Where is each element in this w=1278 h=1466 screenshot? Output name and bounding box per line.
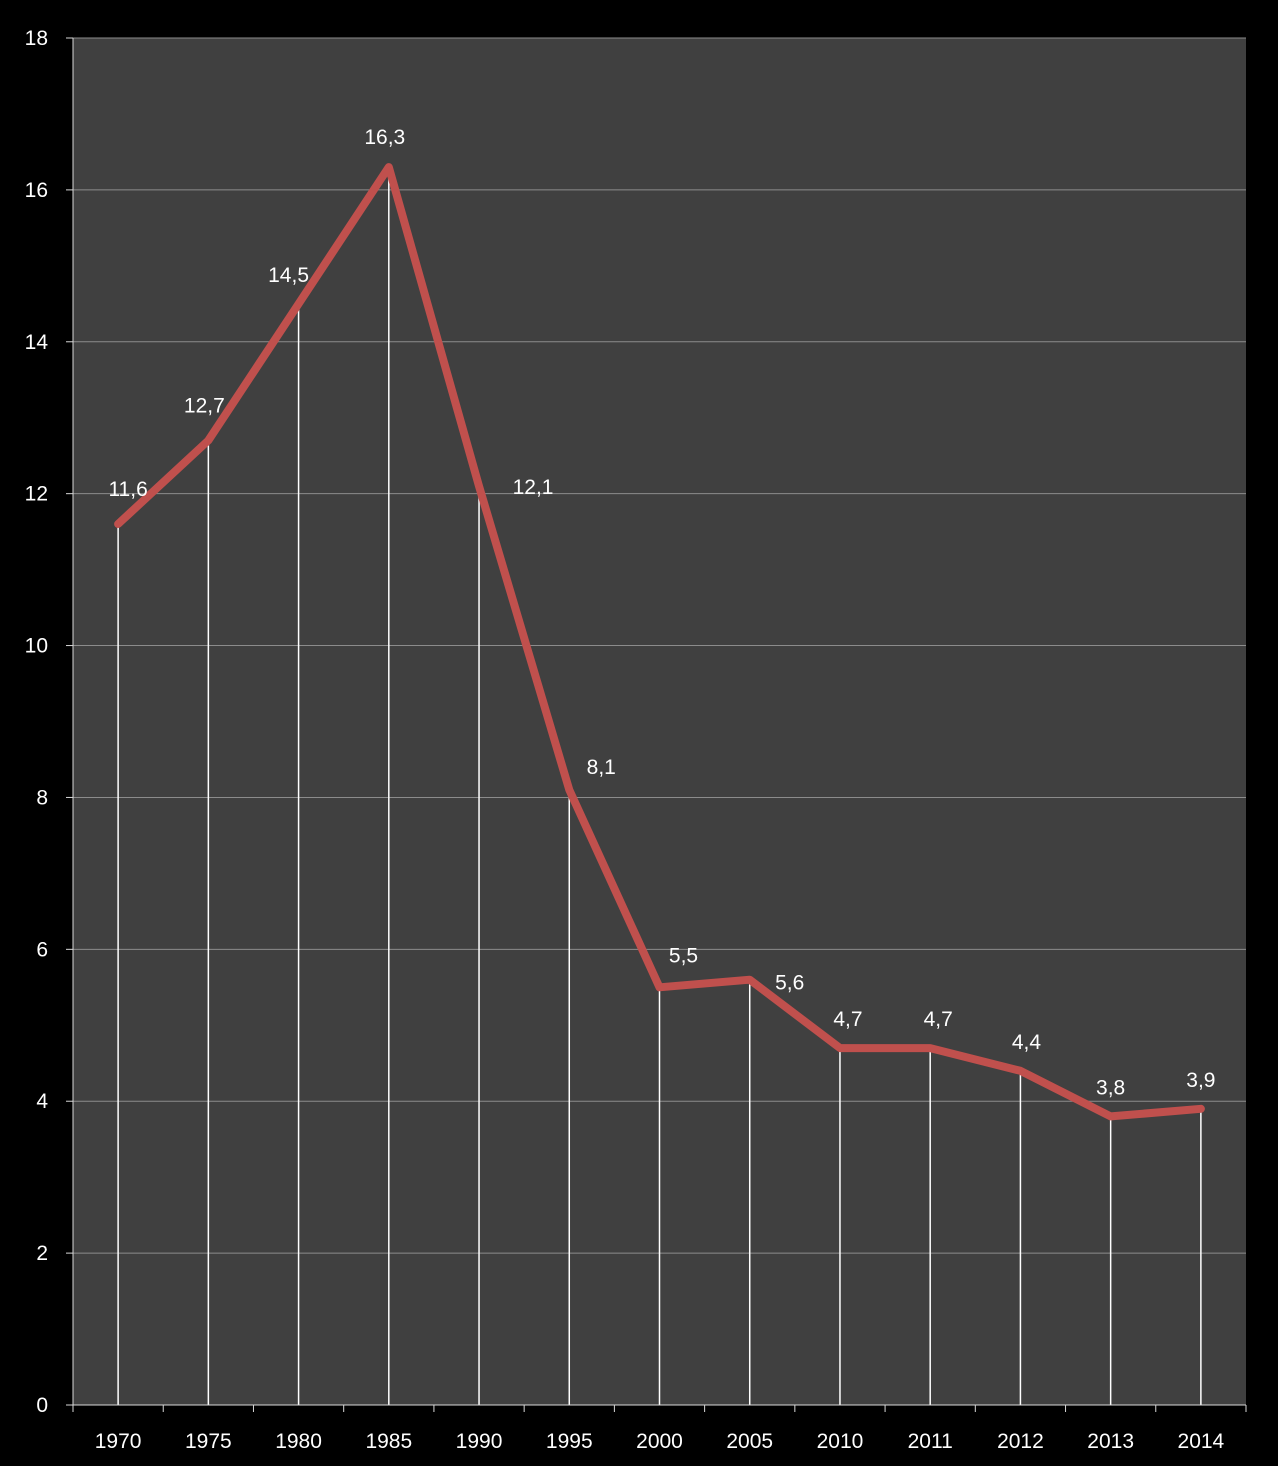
x-tick-label: 1975 [185,1430,232,1453]
y-tick-label: 16 [25,179,48,202]
x-tick-label: 1985 [365,1430,412,1453]
data-label: 3,9 [1186,1069,1215,1092]
data-label: 4,4 [1012,1031,1042,1054]
x-tick-label: 2011 [908,1430,953,1453]
x-axis-ticks: 1970 1975 1980 1985 1990 1995 2000 2005 2010 2011… [72,1405,1247,1453]
y-tick-label: 10 [25,635,48,658]
x-tick-label: 2010 [817,1430,864,1453]
y-tick-label: 18 [25,27,48,50]
x-tick-label: 1980 [275,1430,322,1453]
y-tick-label: 14 [25,331,49,354]
x-tick-label: 1990 [456,1430,503,1453]
data-label: 5,5 [669,944,698,967]
x-tick-label: 1970 [95,1430,142,1453]
data-label: 12,1 [513,476,554,499]
data-label: 5,6 [775,972,804,995]
y-tick-label: 2 [36,1242,48,1265]
axes [72,38,1246,1406]
x-tick-label: 2012 [997,1430,1044,1453]
gridlines [73,37,1246,1254]
data-label: 4,7 [924,1008,953,1031]
series-line [114,163,1205,1121]
x-tick-label: 1995 [546,1430,593,1453]
data-label: 14,5 [268,264,309,287]
y-tick-label: 12 [25,483,48,506]
y-axis-ticks: 0 2 4 6 8 10 12 14 16 18 [25,27,73,1417]
data-label: 3,8 [1096,1076,1125,1099]
x-tick-label: 2014 [1178,1430,1225,1453]
data-label: 8,1 [587,756,616,779]
x-tick-label: 2013 [1087,1430,1134,1453]
series-group [114,163,1205,1121]
x-tick-label: 2000 [636,1430,683,1453]
y-tick-label: 4 [36,1090,48,1113]
data-labels: 11,6 12,7 14,5 16,3 12,1 8,1 5,5 5,6 4,7 4,7 4,4 3,… [108,126,1215,1099]
data-label: 12,7 [184,395,225,418]
x-tick-label: 2005 [726,1430,773,1453]
y-tick-label: 0 [36,1394,48,1417]
y-tick-label: 6 [36,938,48,961]
data-label: 4,7 [833,1008,862,1031]
y-tick-label: 8 [36,786,48,809]
data-label: 16,3 [364,126,405,149]
drop-lines [117,167,1202,1405]
data-label: 11,6 [108,478,147,501]
